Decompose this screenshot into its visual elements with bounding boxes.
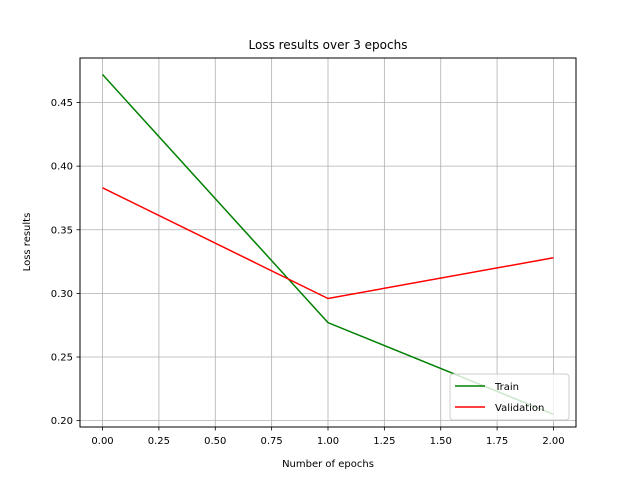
x-tick-label: 0.75 — [261, 436, 283, 447]
x-tick-label: 1.00 — [317, 436, 339, 447]
x-tick-label: 2.00 — [542, 436, 564, 447]
y-tick-label: 0.20 — [51, 416, 73, 427]
y-tick-label: 0.45 — [51, 98, 73, 109]
legend-label-validation: Validation — [495, 403, 544, 414]
legend: Train Validation — [449, 373, 570, 421]
y-axis-ticks: 0.20 0.25 0.30 0.35 0.40 0.45 — [51, 98, 80, 427]
grid — [80, 58, 576, 427]
x-tick-label: 0.25 — [148, 436, 170, 447]
legend-label-train: Train — [494, 382, 519, 393]
x-tick-label: 1.75 — [486, 436, 508, 447]
chart-title: Loss results over 3 epochs — [249, 38, 408, 52]
x-axis-label: Number of epochs — [282, 459, 374, 470]
y-tick-label: 0.30 — [51, 289, 73, 300]
series-line-validation — [102, 187, 554, 300]
y-axis-label: Loss results — [22, 213, 33, 272]
y-tick-label: 0.40 — [51, 162, 73, 173]
x-axis-ticks: 0.00 0.25 0.50 0.75 1.00 1.25 1.50 1.75 2.00 — [91, 427, 565, 447]
x-tick-label: 1.25 — [373, 436, 395, 447]
x-tick-label: 1.50 — [430, 436, 452, 447]
x-tick-label: 0.50 — [204, 436, 226, 447]
y-tick-label: 0.25 — [51, 353, 73, 364]
y-tick-label: 0.35 — [51, 225, 73, 236]
x-tick-label: 0.00 — [91, 436, 113, 447]
